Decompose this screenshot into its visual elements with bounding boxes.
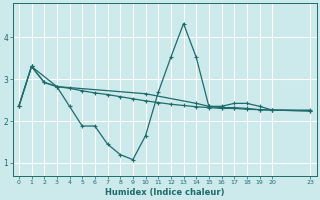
X-axis label: Humidex (Indice chaleur): Humidex (Indice chaleur) [105, 188, 224, 197]
